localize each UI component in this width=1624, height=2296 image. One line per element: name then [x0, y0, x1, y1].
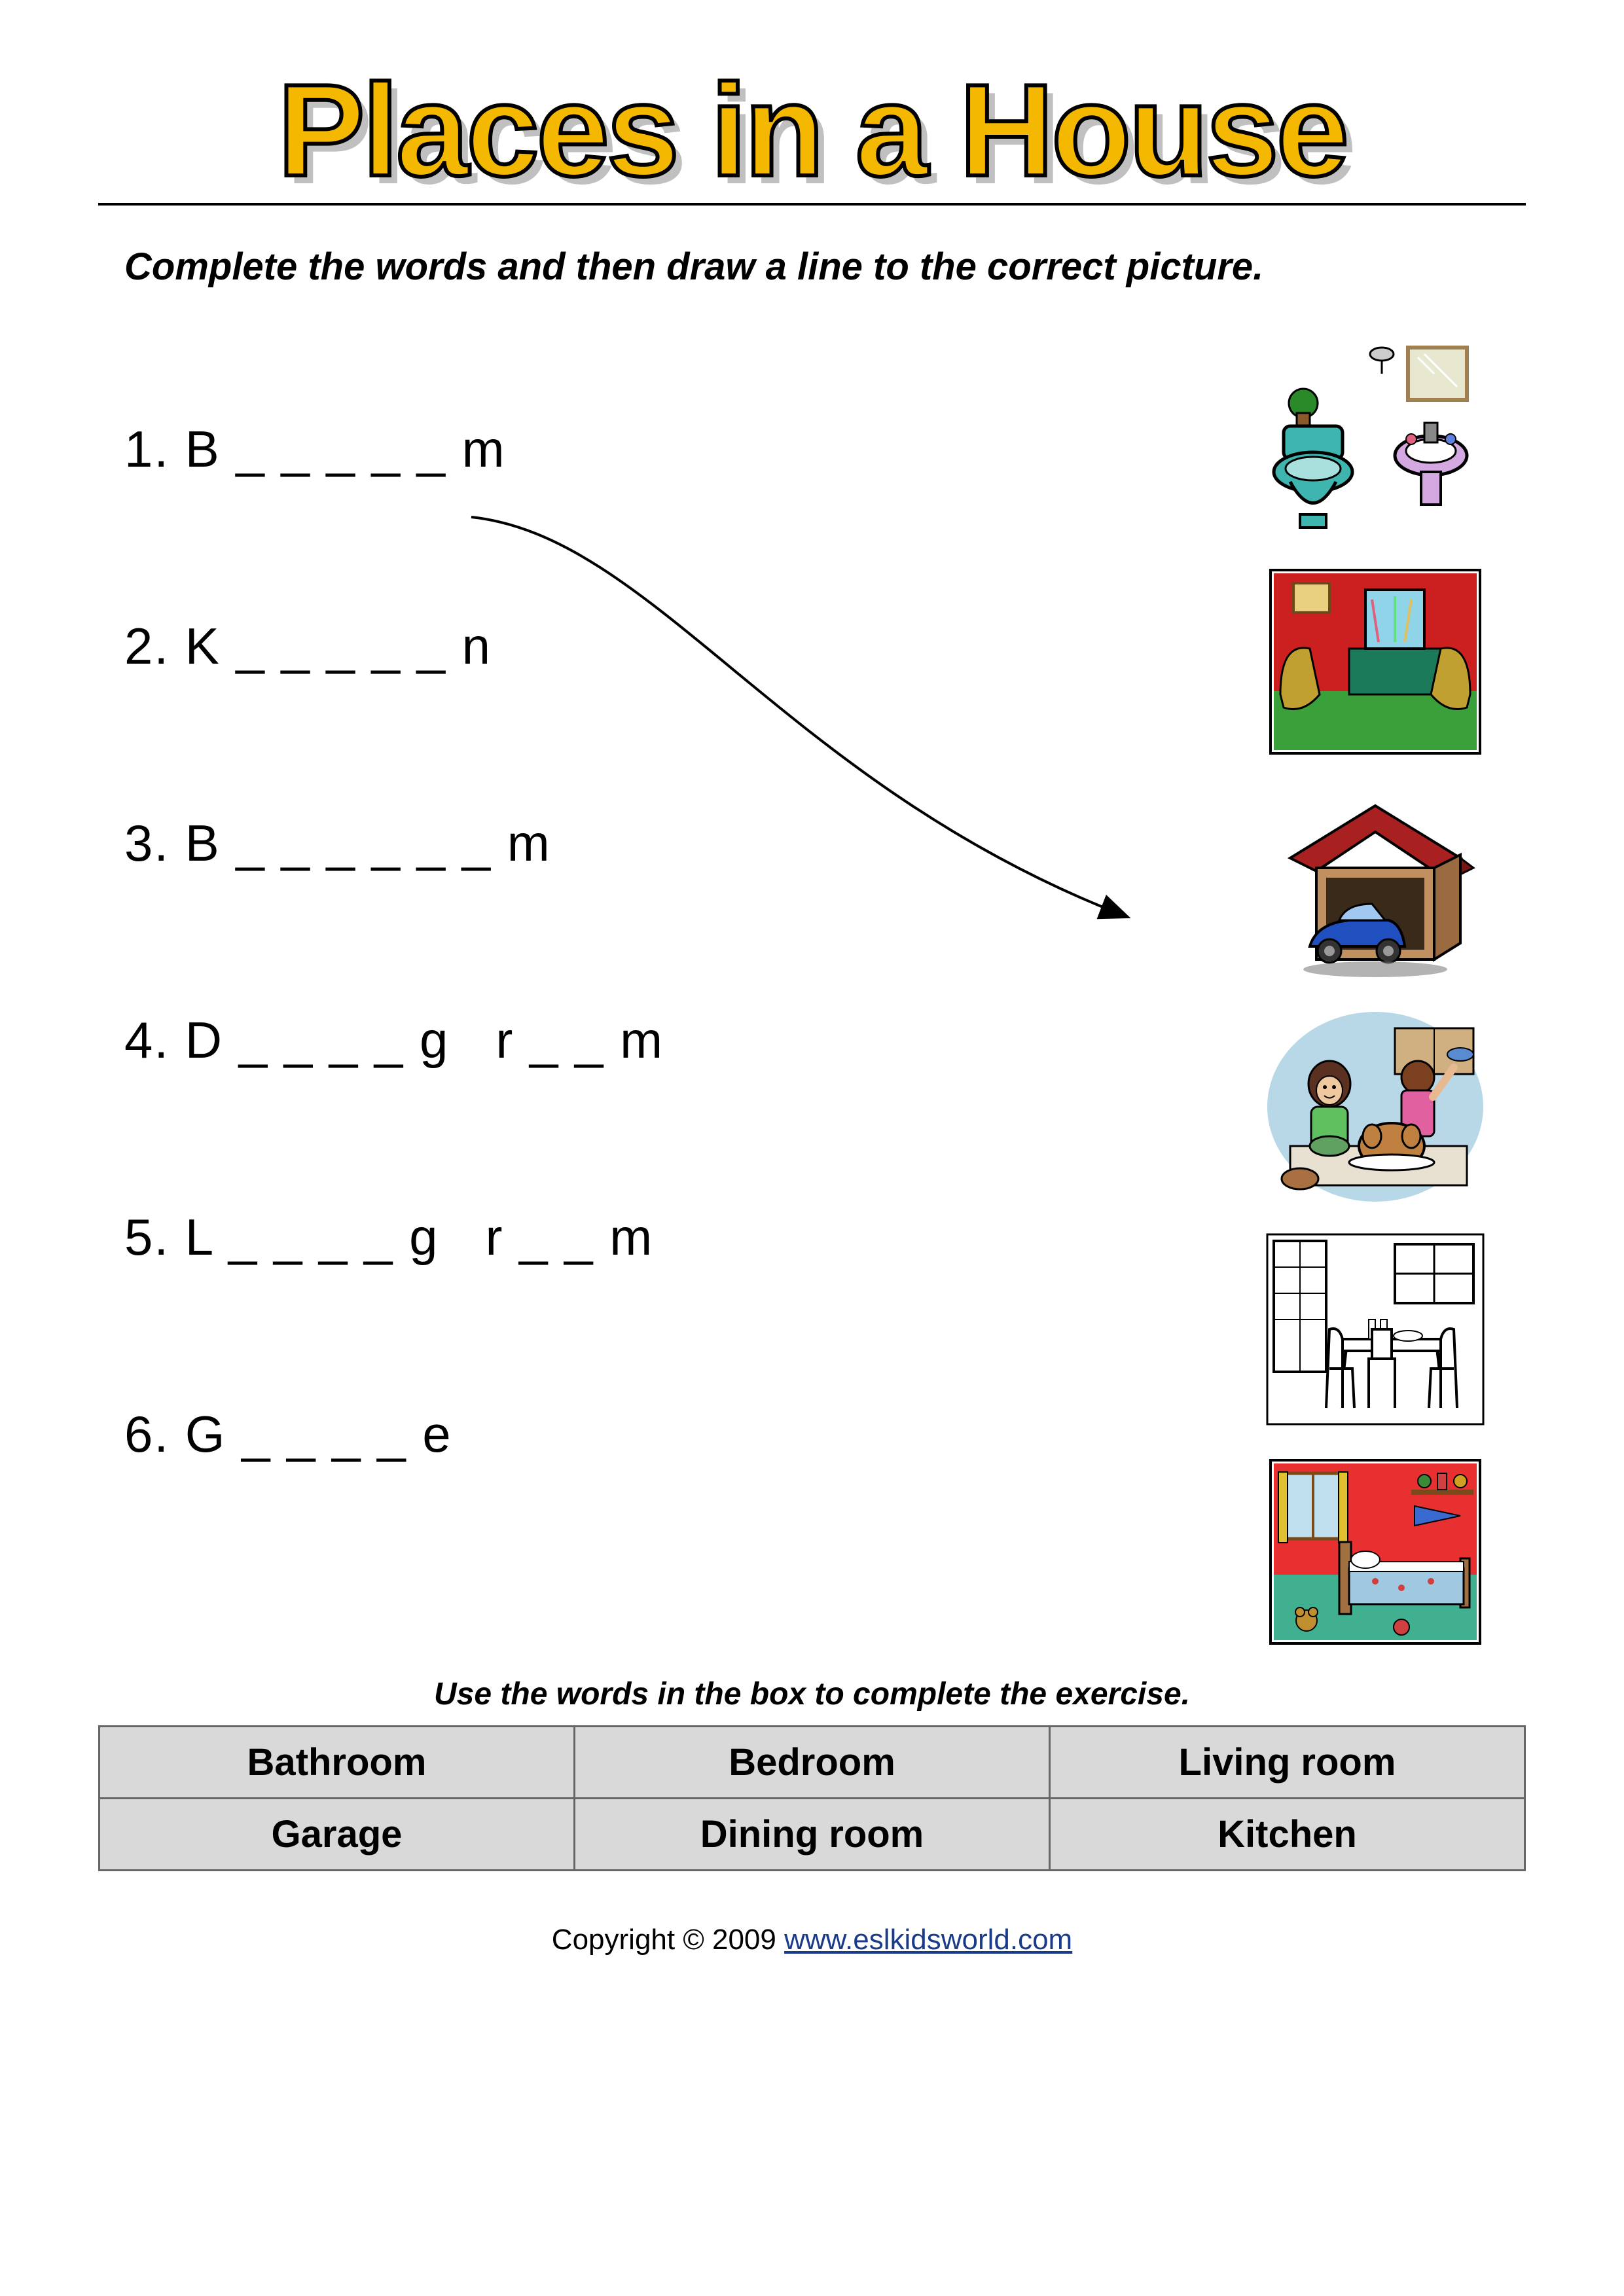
footer: Copyright © 2009 www.eslkidsworld.com — [98, 1924, 1526, 1956]
word-bank-cell: Garage — [99, 1799, 575, 1871]
picture-bedroom — [1264, 1454, 1487, 1650]
picture-garage — [1264, 786, 1487, 982]
word-bank-cell: Living room — [1050, 1727, 1525, 1799]
word-bank-cell: Bedroom — [575, 1727, 1050, 1799]
word-bank-cell: Dining room — [575, 1799, 1050, 1871]
living-room-icon — [1264, 564, 1487, 760]
word-bank-cell: Kitchen — [1050, 1799, 1525, 1871]
picture-living-room — [1264, 564, 1487, 760]
picture-bathroom — [1264, 341, 1487, 537]
bathroom-icon — [1264, 341, 1487, 537]
exercise-area: 1. B _ _ _ _ _ m 2. K _ _ _ _ _ n 3. B _… — [124, 341, 1526, 1650]
footer-link[interactable]: www.eslkidsworld.com — [784, 1924, 1072, 1956]
bedroom-icon — [1264, 1454, 1487, 1650]
words-column: 1. B _ _ _ _ _ m 2. K _ _ _ _ _ n 3. B _… — [124, 341, 1238, 1650]
kitchen-icon — [1264, 1009, 1487, 1205]
pictures-column — [1264, 341, 1526, 1650]
word-item-3: 3. B _ _ _ _ _ _ m — [124, 814, 1238, 873]
hint-text: Use the words in the box to complete the… — [98, 1676, 1526, 1712]
picture-kitchen — [1264, 1009, 1487, 1205]
word-bank-cell: Bathroom — [99, 1727, 575, 1799]
table-row: Garage Dining room Kitchen — [99, 1799, 1525, 1871]
dining-room-icon — [1264, 1231, 1487, 1427]
word-item-1: 1. B _ _ _ _ _ m — [124, 420, 1238, 479]
page-title: Places in a House — [98, 65, 1526, 196]
title-container: Places in a House — [98, 65, 1526, 206]
picture-dining-room — [1264, 1231, 1487, 1427]
copyright-text: Copyright © 2009 — [552, 1924, 784, 1956]
garage-icon — [1264, 786, 1487, 982]
table-row: Bathroom Bedroom Living room — [99, 1727, 1525, 1799]
word-item-6: 6. G _ _ _ _ e — [124, 1405, 1238, 1464]
word-item-5: 5. L _ _ _ _ g r _ _ m — [124, 1208, 1238, 1267]
instruction-text: Complete the words and then draw a line … — [124, 245, 1526, 289]
word-bank-table: Bathroom Bedroom Living room Garage Dini… — [98, 1725, 1526, 1871]
word-item-4: 4. D _ _ _ _ g r _ _ m — [124, 1011, 1238, 1070]
word-item-2: 2. K _ _ _ _ _ n — [124, 617, 1238, 676]
